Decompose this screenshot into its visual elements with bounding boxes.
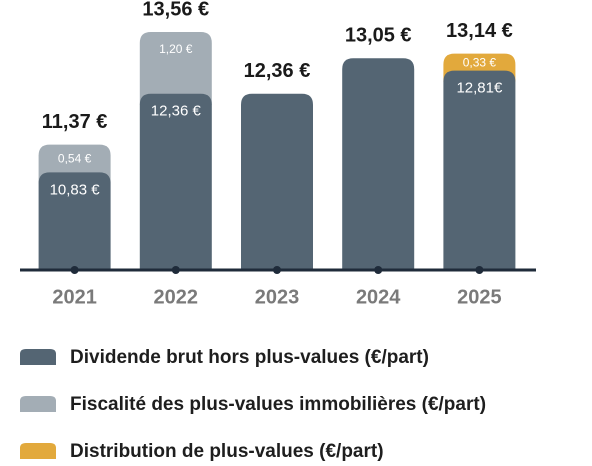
segment-label: 10,83 € [50,181,101,198]
bar-segment [139,93,212,270]
x-tick-label: 2025 [457,286,502,308]
x-tick-label: 2024 [356,286,401,308]
bar-segment [342,58,415,270]
total-label: 13,05 € [345,25,412,47]
segment-label: 0,54 € [58,152,92,166]
x-tick-label: 2021 [52,286,97,308]
bar-segment [443,70,516,270]
legend-swatch [20,443,56,459]
legend-label: Dividende brut hors plus-values (€/part) [70,347,429,368]
legend-swatch [20,396,56,412]
legend-label: Fiscalité des plus-values immobilières (… [70,394,486,415]
segment-label: 12,81€ [456,80,503,97]
bar-segment [139,32,212,105]
segment-label: 12,36 € [151,103,202,120]
total-label: 13,56 € [142,0,209,20]
x-tick-label: 2022 [154,286,199,308]
segment-label: 1,20 € [159,42,193,56]
bar-segment [241,93,313,270]
segment-label: 0,33 € [463,55,497,69]
bar-segment [38,172,111,270]
total-label: 11,37 € [42,111,108,133]
total-label: 12,36 € [244,60,311,82]
x-tick-label: 2023 [255,286,300,308]
legend-label: Distribution de plus-values (€/part) [70,441,384,462]
total-label: 13,14 € [446,20,513,42]
legend-swatch [20,349,56,365]
